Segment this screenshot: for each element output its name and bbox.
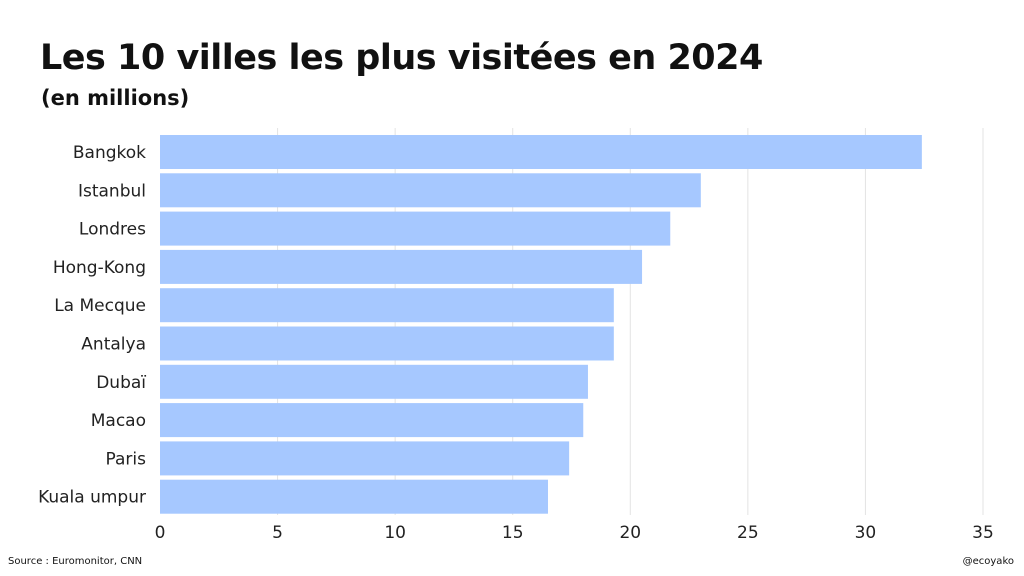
x-tick-label: 25 xyxy=(737,523,759,543)
source-note: Source : Euromonitor, CNN xyxy=(8,556,143,567)
bar xyxy=(160,249,643,284)
bar xyxy=(160,326,614,361)
category-label: Bangkok xyxy=(73,143,146,163)
bar xyxy=(160,479,548,514)
bar xyxy=(160,173,701,208)
x-tick-label: 5 xyxy=(272,523,283,543)
bar xyxy=(160,364,588,399)
bar xyxy=(160,441,570,476)
x-tick-label: 10 xyxy=(384,523,406,543)
bar xyxy=(160,288,614,323)
x-tick-labels: 0 5 10 15 20 25 30 35 xyxy=(155,523,994,543)
category-label: Macao xyxy=(91,411,146,431)
category-label: Kuala umpur xyxy=(38,488,146,508)
bar xyxy=(160,403,584,438)
chart-title: Les 10 villes les plus visitées en 2024 xyxy=(40,38,763,78)
category-label: Hong-Kong xyxy=(53,258,146,278)
x-tick-label: 15 xyxy=(502,523,524,543)
category-label: Dubaï xyxy=(96,373,146,393)
author-handle: @ecoyako xyxy=(962,556,1014,567)
category-label: Antalya xyxy=(81,335,146,355)
x-tick-label: 35 xyxy=(972,523,994,543)
category-label: Paris xyxy=(106,449,147,469)
category-labels: Bangkok Istanbul Londres Hong-Kong La Mecque… xyxy=(38,143,146,508)
bars xyxy=(160,135,922,514)
x-tick-label: 20 xyxy=(619,523,641,543)
x-tick-label: 30 xyxy=(855,523,877,543)
bar xyxy=(160,135,922,169)
category-label: Londres xyxy=(79,220,146,240)
x-tick-label: 0 xyxy=(155,523,166,543)
bar xyxy=(160,211,671,246)
category-label: La Mecque xyxy=(54,296,146,316)
category-label: Istanbul xyxy=(78,181,146,201)
chart-subtitle: (en millions) xyxy=(41,86,190,110)
